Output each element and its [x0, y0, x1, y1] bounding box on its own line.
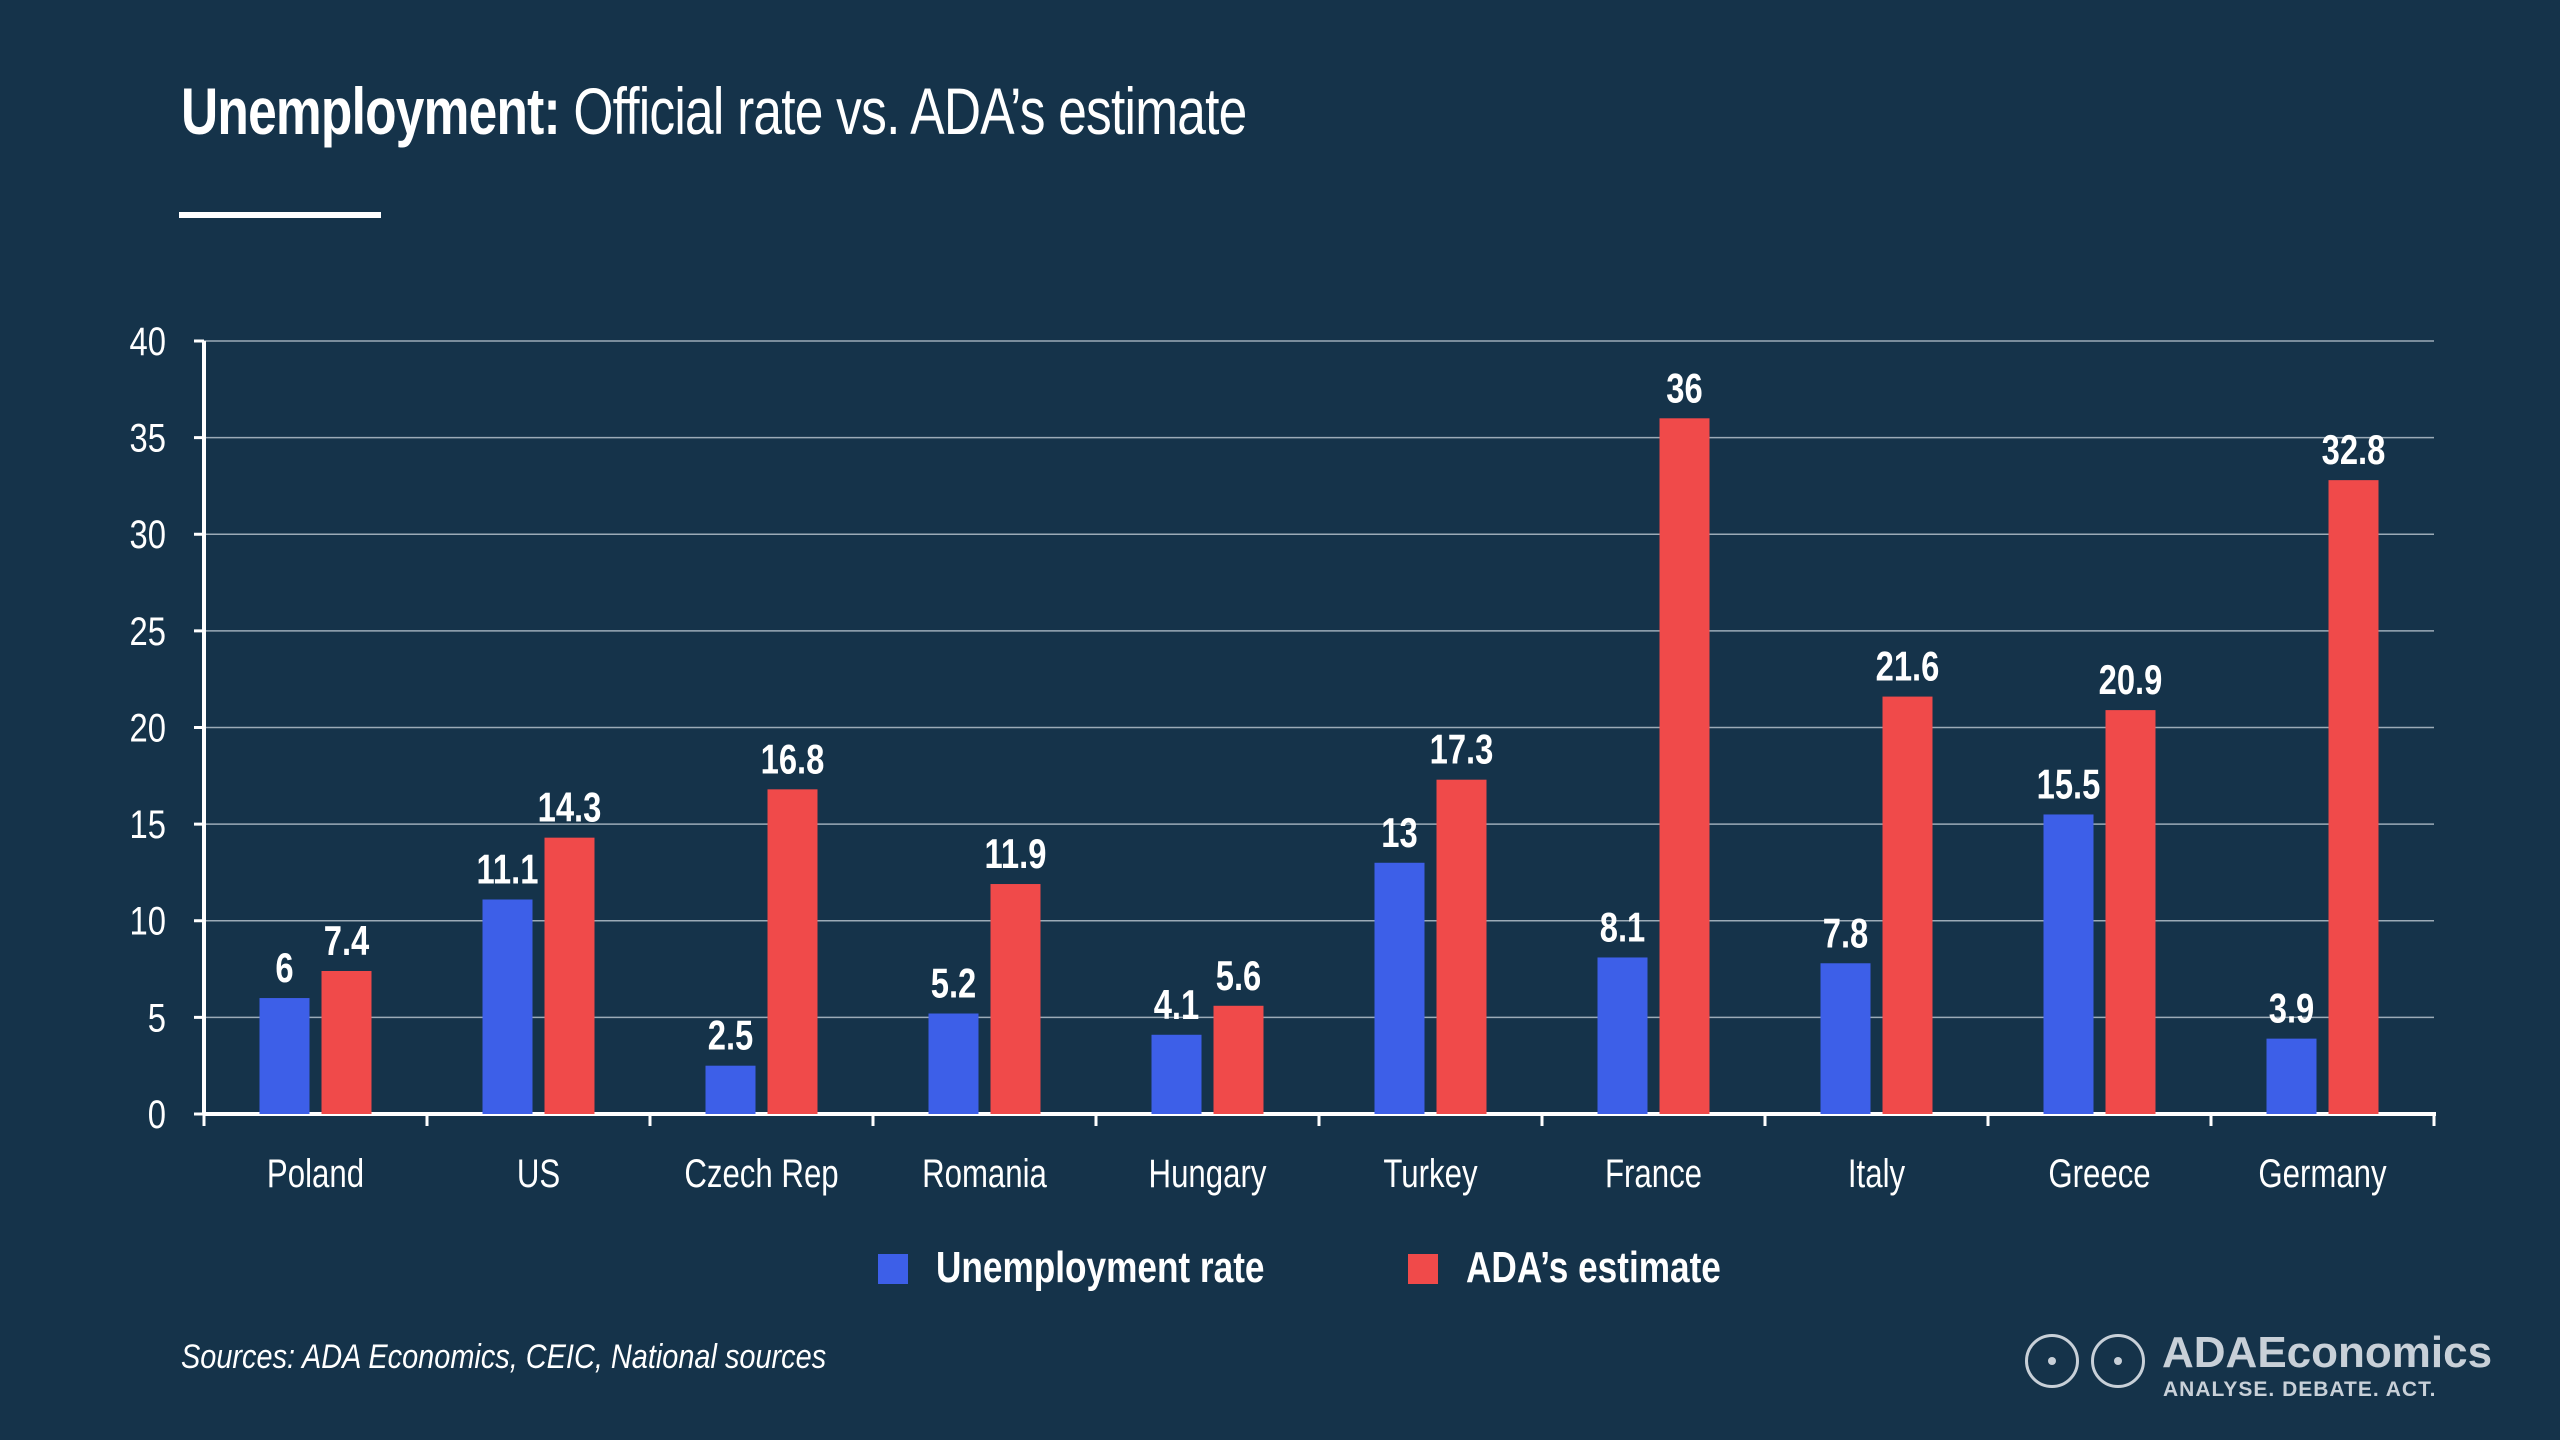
x-category-label: Hungary: [1149, 1151, 1267, 1196]
bar: [1882, 696, 1933, 1114]
bar: [1436, 779, 1487, 1114]
y-tick-label: 10: [130, 899, 166, 944]
x-category-label: Czech Rep: [684, 1151, 838, 1196]
x-category-label: Romania: [922, 1151, 1047, 1196]
logo-circle-icon: [2091, 1334, 2145, 1388]
bar: [1820, 963, 1871, 1114]
x-category-label: US: [517, 1151, 560, 1196]
bar: [1151, 1034, 1202, 1114]
data-label: 8.1: [1600, 904, 1646, 951]
data-label: 7.4: [324, 917, 370, 964]
y-tick-label: 15: [130, 802, 166, 847]
data-label: 36: [1666, 364, 1702, 411]
bar: [2105, 710, 2156, 1114]
data-label: 16.8: [761, 735, 825, 782]
legend-label: ADA’s estimate: [1466, 1243, 1721, 1292]
bar: [767, 789, 818, 1114]
logo-name: ADAEconomics: [2162, 1328, 2493, 1377]
bar: [482, 899, 533, 1114]
x-category-label: Greece: [2048, 1151, 2150, 1196]
title-underline: [179, 212, 381, 218]
bar: [2043, 814, 2094, 1114]
y-tick-label: 40: [130, 319, 166, 364]
logo-tagline: ANALYSE. DEBATE. ACT.: [2163, 1378, 2437, 1401]
data-label: 21.6: [1876, 643, 1940, 690]
bar: [2266, 1038, 2317, 1114]
bar: [259, 998, 310, 1114]
chart-title-regular: Official rate vs. ADA’s estimate: [559, 74, 1247, 148]
legend-label: Unemployment rate: [936, 1243, 1264, 1292]
y-tick-label: 20: [130, 705, 166, 750]
y-tick-label: 0: [148, 1092, 166, 1137]
x-category-label: France: [1605, 1151, 1702, 1196]
data-label: 15.5: [2037, 761, 2101, 808]
data-label: 20.9: [2099, 656, 2163, 703]
data-label: 5.2: [931, 960, 977, 1007]
x-category-label: Italy: [1848, 1151, 1905, 1196]
data-label: 2.5: [708, 1012, 754, 1059]
bar: [928, 1013, 979, 1114]
legend-swatch: [878, 1254, 908, 1284]
bar: [1213, 1005, 1264, 1114]
y-tick-label: 25: [130, 609, 166, 654]
logo-circle-icon: [2025, 1334, 2079, 1388]
y-tick-label: 30: [130, 512, 166, 557]
x-category-label: Germany: [2258, 1151, 2386, 1196]
x-category-label: Poland: [267, 1151, 364, 1196]
data-label: 11.1: [477, 846, 539, 893]
data-label: 7.8: [1823, 909, 1869, 956]
data-label: 13: [1381, 809, 1417, 856]
chart-title-bold: Unemployment:: [181, 74, 561, 148]
data-label: 3.9: [2269, 985, 2315, 1032]
bar: [1374, 862, 1425, 1114]
data-label: 17.3: [1430, 726, 1494, 773]
data-label: 32.8: [2322, 426, 2386, 473]
bar: [1659, 418, 1710, 1114]
legend-swatch: [1408, 1254, 1438, 1284]
x-category-label: Turkey: [1383, 1151, 1477, 1196]
data-label: 4.1: [1154, 981, 1200, 1028]
y-tick-label: 35: [130, 416, 166, 461]
chart-title: Unemployment: Official rate vs. ADA’s es…: [181, 78, 1247, 144]
data-label: 11.9: [985, 830, 1047, 877]
ada-economics-logo: ADAEconomics ANALYSE. DEBATE. ACT.: [2025, 1326, 2545, 1406]
source-note: Sources: ADA Economics, CEIC, National s…: [181, 1338, 827, 1376]
y-tick-label: 5: [148, 995, 166, 1040]
data-label: 14.3: [538, 784, 602, 831]
bar: [705, 1065, 756, 1114]
data-label: 6: [275, 944, 293, 991]
bar: [990, 884, 1041, 1114]
bar: [2328, 480, 2379, 1114]
bar: [1597, 957, 1648, 1114]
data-label: 5.6: [1216, 952, 1262, 999]
bar: [321, 970, 372, 1114]
bar: [544, 837, 595, 1114]
